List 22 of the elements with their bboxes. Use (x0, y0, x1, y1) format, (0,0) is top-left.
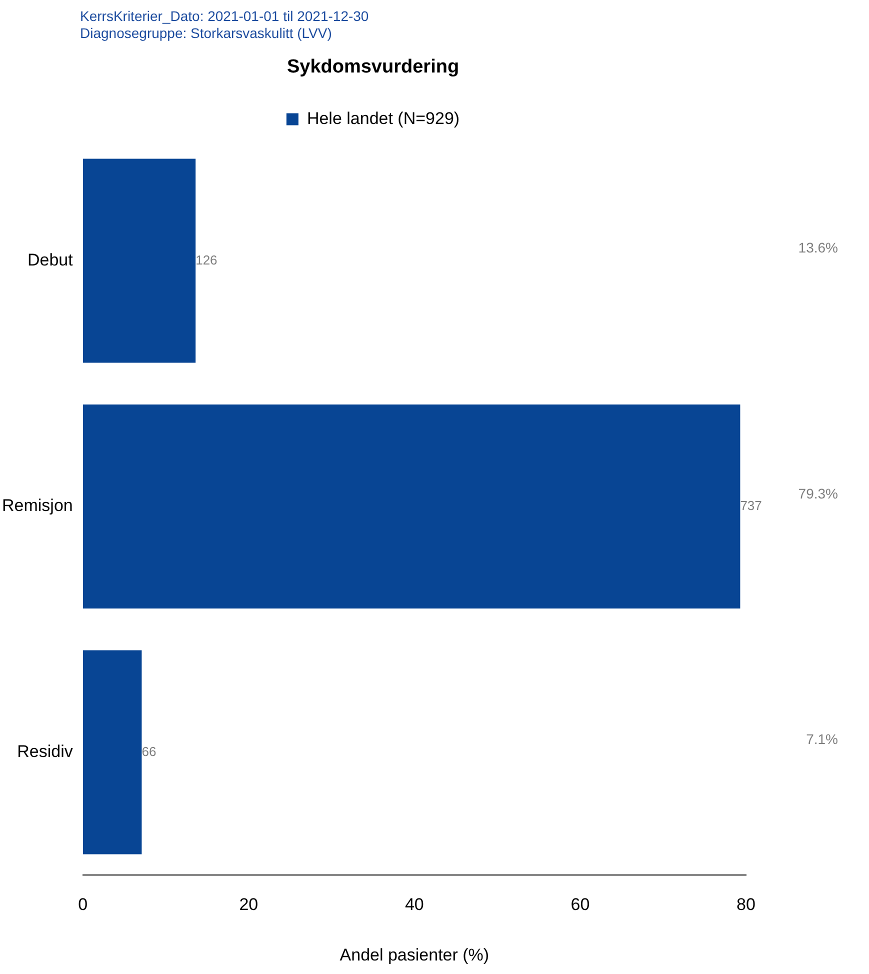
data-label: 7.1% (806, 731, 838, 748)
x-tick-label: 0 (78, 895, 88, 914)
legend-label: Hele landet (N=929) (306, 108, 460, 128)
x-tick-label: 20 (239, 895, 258, 914)
y-tick-label: Debut (27, 250, 74, 270)
y-tick-label: Residiv (17, 742, 74, 761)
y-tick-label: Remisjon (2, 496, 73, 516)
text: Diagnosegruppe: Storkarsvaskulitt (LVV) (80, 24, 332, 41)
x-tick-label: 80 (736, 895, 756, 914)
bar (82, 404, 740, 609)
bar (82, 650, 142, 854)
annotation: 66 (142, 744, 156, 759)
data-label: 13.6% (798, 240, 838, 256)
chart-title: Sykdomsvurdering (286, 56, 460, 78)
x-axis-title: Andel pasienter (%) (340, 945, 490, 964)
bar (82, 158, 196, 363)
text: KerrsKriterier_Dato: 2021-01-01 til 2021-12-30 (80, 8, 369, 24)
x-tick-label: 60 (570, 895, 590, 914)
annotation: 737 (740, 498, 762, 514)
x-tick-label: 40 (404, 895, 424, 914)
annotation: 126 (196, 252, 218, 268)
data-label: 79.3% (798, 485, 838, 502)
